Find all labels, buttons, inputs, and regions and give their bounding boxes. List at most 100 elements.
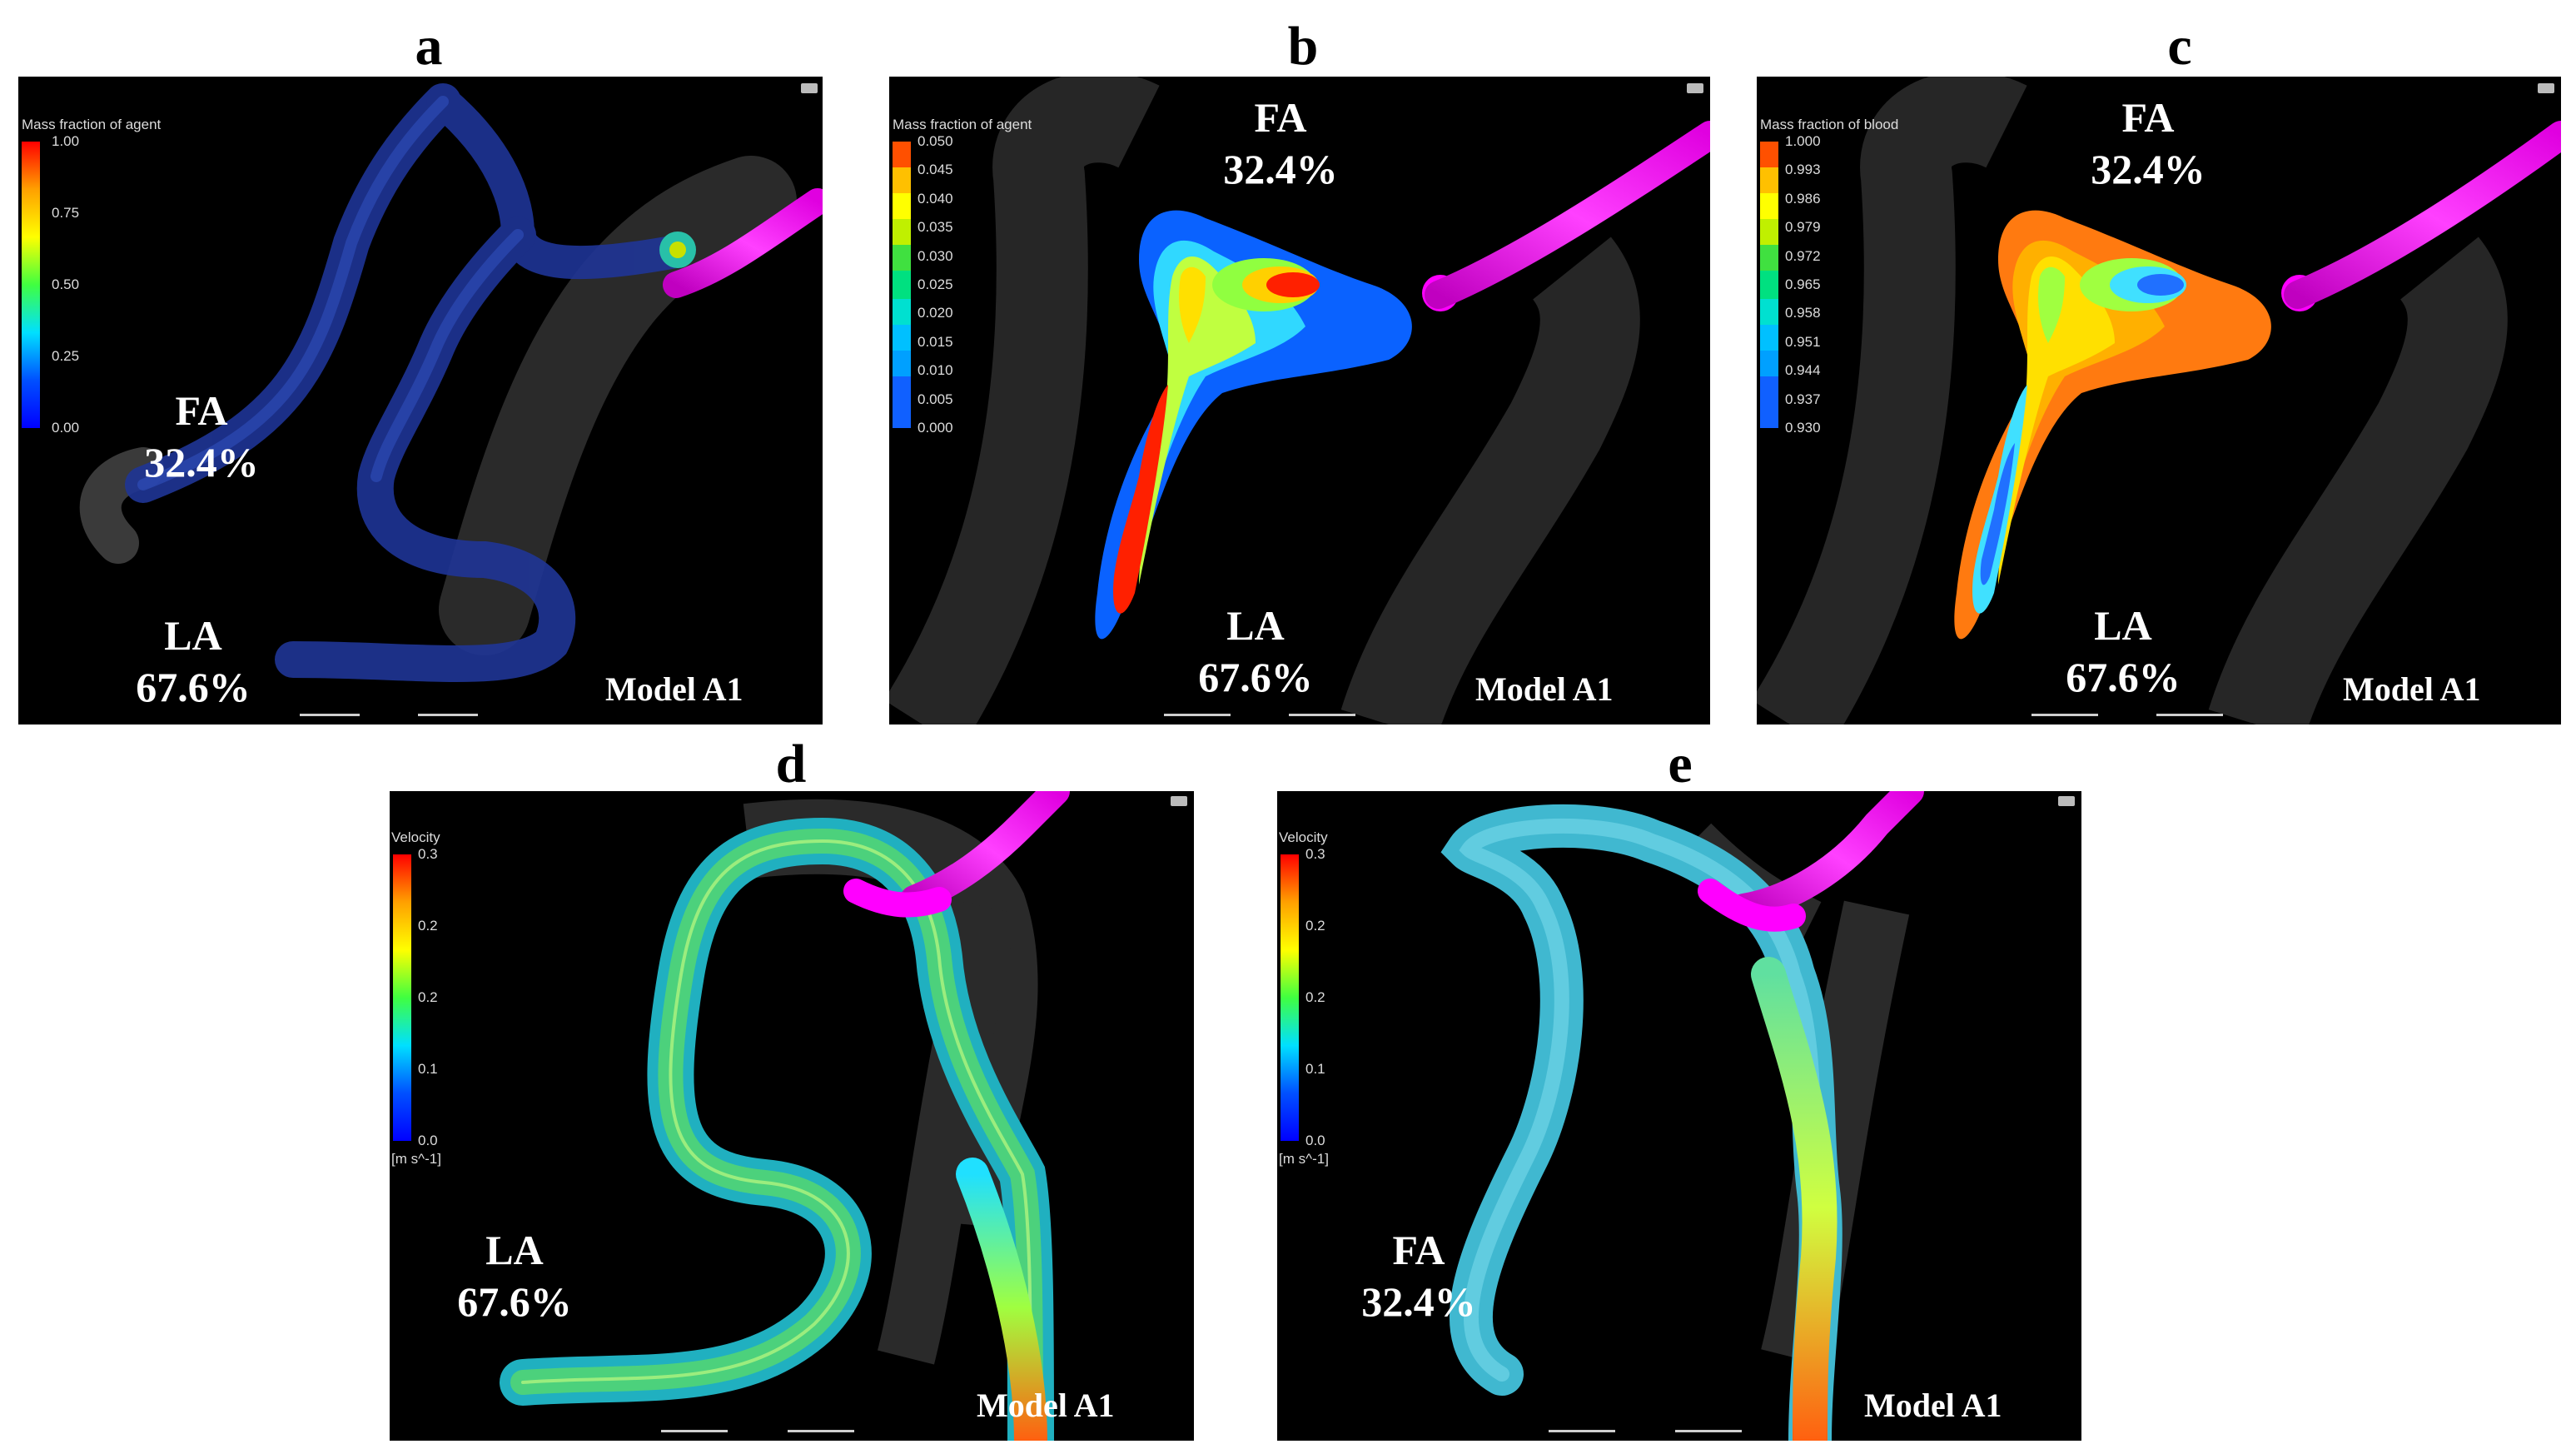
tick-label: 0.937 (1785, 391, 1821, 407)
tick-label: 0.0 (1305, 1133, 1325, 1148)
scale-bar (300, 714, 360, 716)
tick-label: 0.035 (918, 219, 953, 235)
tick-label: 0.030 (918, 248, 953, 264)
fa-label: FA (175, 387, 228, 434)
panel-letter-a: a (415, 16, 443, 77)
tick-label: 0.00 (52, 420, 80, 436)
tick-label: 0.015 (918, 334, 953, 350)
la-annotation: LA 67.6% (2031, 600, 2215, 703)
panel-letter-c: c (2167, 16, 2192, 77)
fa-value: 32.4% (1223, 146, 1338, 192)
fa-annotation: FA 32.4% (2056, 92, 2240, 195)
model-label: Model A1 (1475, 670, 1614, 708)
scale-bar (1549, 1430, 1615, 1432)
tick-label: 0.993 (1785, 162, 1821, 177)
logo-icon (2058, 796, 2075, 806)
model-label: Model A1 (2343, 670, 2481, 708)
model-label: Model A1 (977, 1387, 1115, 1424)
colorbar (22, 142, 40, 428)
tick-label: 0.930 (1785, 420, 1821, 436)
tick-label: 0.986 (1785, 191, 1821, 207)
fa-annotation: FA 32.4% (1327, 1224, 1510, 1327)
tick-label: 0.979 (1785, 219, 1821, 235)
colorbar (393, 854, 411, 1141)
scale-bar (2156, 714, 2223, 716)
panel-letter-e: e (1668, 734, 1693, 794)
la-label: LA (164, 612, 222, 659)
panel-a: Mass fraction of agent 1.00 0.75 0.50 0.… (18, 77, 823, 725)
tick-label: 0.045 (918, 162, 953, 177)
la-label: LA (1226, 602, 1285, 649)
panel-e: Velocity 0.3 0.2 0.2 0.1 0.0 [m s^-1] FA… (1277, 791, 2081, 1441)
tick-label: 0.75 (52, 205, 80, 221)
tick-label: 0.1 (418, 1061, 438, 1077)
colorbar (893, 142, 911, 428)
tick-label: 0.2 (1305, 989, 1325, 1005)
logo-icon (1171, 796, 1187, 806)
fa-annotation: FA 32.4% (1189, 92, 1372, 195)
panel-c: Mass fraction of blood 1.000 0.993 0.986… (1757, 77, 2561, 725)
la-label: LA (485, 1227, 544, 1273)
tick-label: 0.2 (1305, 918, 1325, 934)
tick-label: 0.50 (52, 276, 80, 292)
colorbar (1760, 142, 1778, 428)
tick-label: 0.958 (1785, 305, 1821, 321)
la-annotation: LA 67.6% (423, 1224, 606, 1327)
scale-bar (1164, 714, 1231, 716)
tick-label: 1.00 (52, 133, 80, 149)
contour-render-b (889, 77, 1710, 725)
tick-label: 0.972 (1785, 248, 1821, 264)
fa-value: 32.4% (144, 439, 259, 485)
tick-label: 0.2 (418, 989, 438, 1005)
fa-value: 32.4% (1361, 1278, 1476, 1325)
panel-letter-b: b (1287, 16, 1319, 77)
la-value: 67.6% (457, 1278, 572, 1325)
tick-label: 0.025 (918, 276, 953, 292)
la-annotation: LA 67.6% (102, 610, 285, 713)
tick-label: 0.040 (918, 191, 953, 207)
tick-label: 0.005 (918, 391, 953, 407)
tick-label: 0.965 (1785, 276, 1821, 292)
fa-value: 32.4% (2091, 146, 2206, 192)
scale-bar (418, 714, 478, 716)
la-label: LA (2094, 602, 2152, 649)
fa-label: FA (1254, 94, 1307, 141)
tick-label: 0.3 (418, 846, 438, 862)
tick-label: 0.1 (1305, 1061, 1325, 1077)
panel-letter-d: d (775, 734, 807, 794)
colorbar-title: Velocity (1279, 829, 1328, 845)
tick-label: 0.3 (1305, 846, 1325, 862)
colorbar-title: Mass fraction of agent (22, 117, 162, 132)
colorbar-unit: [m s^-1] (391, 1151, 441, 1167)
la-value: 67.6% (136, 664, 251, 710)
contour-render-c (1757, 77, 2561, 725)
logo-icon (1687, 83, 1703, 93)
model-label: Model A1 (605, 670, 743, 708)
tick-label: 0.25 (52, 348, 80, 364)
streamline-render-d (500, 791, 1070, 1441)
fa-label: FA (1392, 1227, 1445, 1273)
tick-label: 0.020 (918, 305, 953, 321)
tick-label: 0.010 (918, 362, 953, 378)
fa-annotation: FA 32.4% (110, 385, 293, 488)
model-label: Model A1 (1864, 1387, 2002, 1424)
tick-label: 0.0 (418, 1133, 438, 1148)
logo-icon (2538, 83, 2554, 93)
streamline-render-e (1440, 791, 1924, 1441)
panel-b: Mass fraction of agent 0.050 0.045 0.040… (889, 77, 1710, 725)
tick-label: 0.000 (918, 420, 953, 436)
scale-bar (1675, 1430, 1742, 1432)
tick-label: 0.951 (1785, 334, 1821, 350)
la-value: 67.6% (1198, 654, 1313, 700)
scale-bar (1289, 714, 1355, 716)
la-value: 67.6% (2066, 654, 2181, 700)
scale-bar (2031, 714, 2098, 716)
tick-label: 0.944 (1785, 362, 1821, 378)
tick-label: 0.2 (418, 918, 438, 934)
vessel-render-a (79, 83, 823, 682)
la-annotation: LA 67.6% (1164, 600, 1347, 703)
colorbar-title: Mass fraction of agent (893, 117, 1032, 132)
tick-label: 1.000 (1785, 133, 1821, 149)
scale-bar (661, 1430, 728, 1432)
colorbar-title: Velocity (391, 829, 440, 845)
